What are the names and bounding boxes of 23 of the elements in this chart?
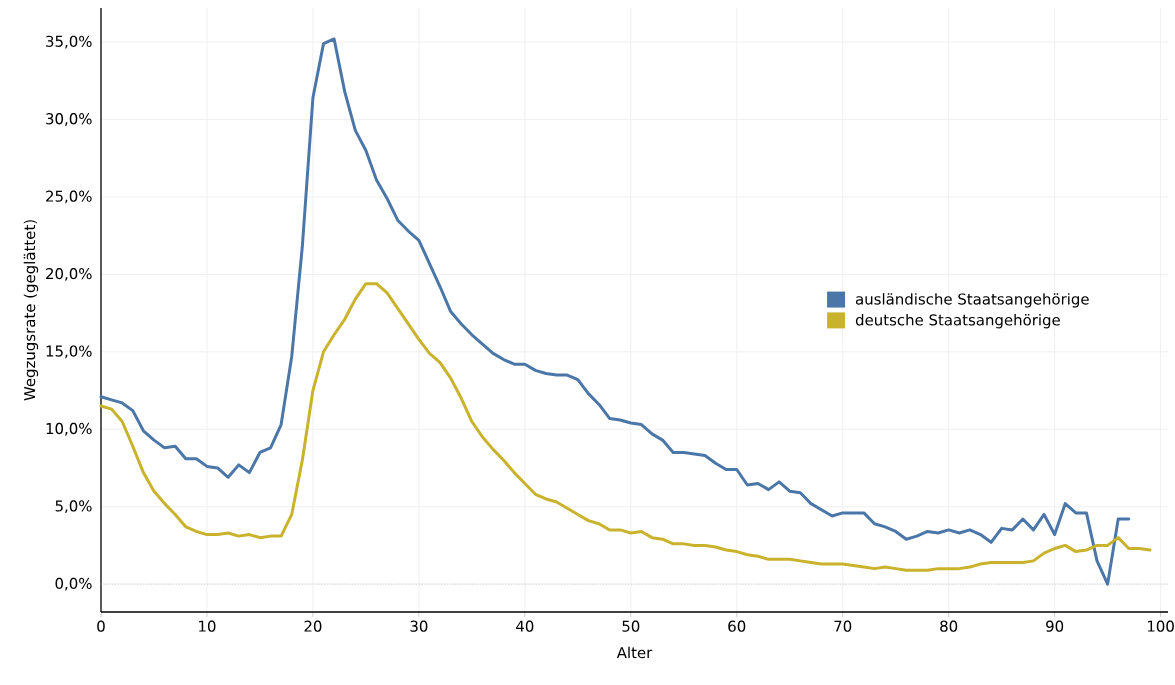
x-axis-title: Alter [616,646,653,659]
x-tick-label: 20 [304,620,322,632]
x-tick-label: 0 [97,620,105,632]
y-tick-label: 25,0% [46,190,92,204]
x-tick-label: 10 [199,620,216,632]
y-tick-label: 30,0% [46,113,92,126]
legend-label: deutsche Staatsangehörige [855,314,1060,329]
y-tick-label: 35,0% [46,35,92,49]
x-tick-label: 50 [622,620,640,632]
x-tick-label: 60 [728,620,746,632]
x-tick-label: 90 [1046,620,1064,632]
y-axis-title: Wegzugsrate (geglättet) [23,220,39,401]
x-tick-label: 100 [1147,620,1174,632]
legend-label: ausländische Staatsangehörige [855,293,1089,308]
y-tick-label: 0,0% [55,577,92,591]
x-tick-label: 70 [834,620,852,632]
x-tick-label: 30 [410,620,428,632]
y-tick-label: 10,0% [46,422,92,436]
y-tick-label: 5,0% [55,500,92,514]
y-tick-label: 15,0% [46,345,92,359]
y-tick-label: 20,0% [46,267,92,281]
x-tick-label: 80 [940,620,958,632]
x-tick-label: 40 [516,620,534,632]
